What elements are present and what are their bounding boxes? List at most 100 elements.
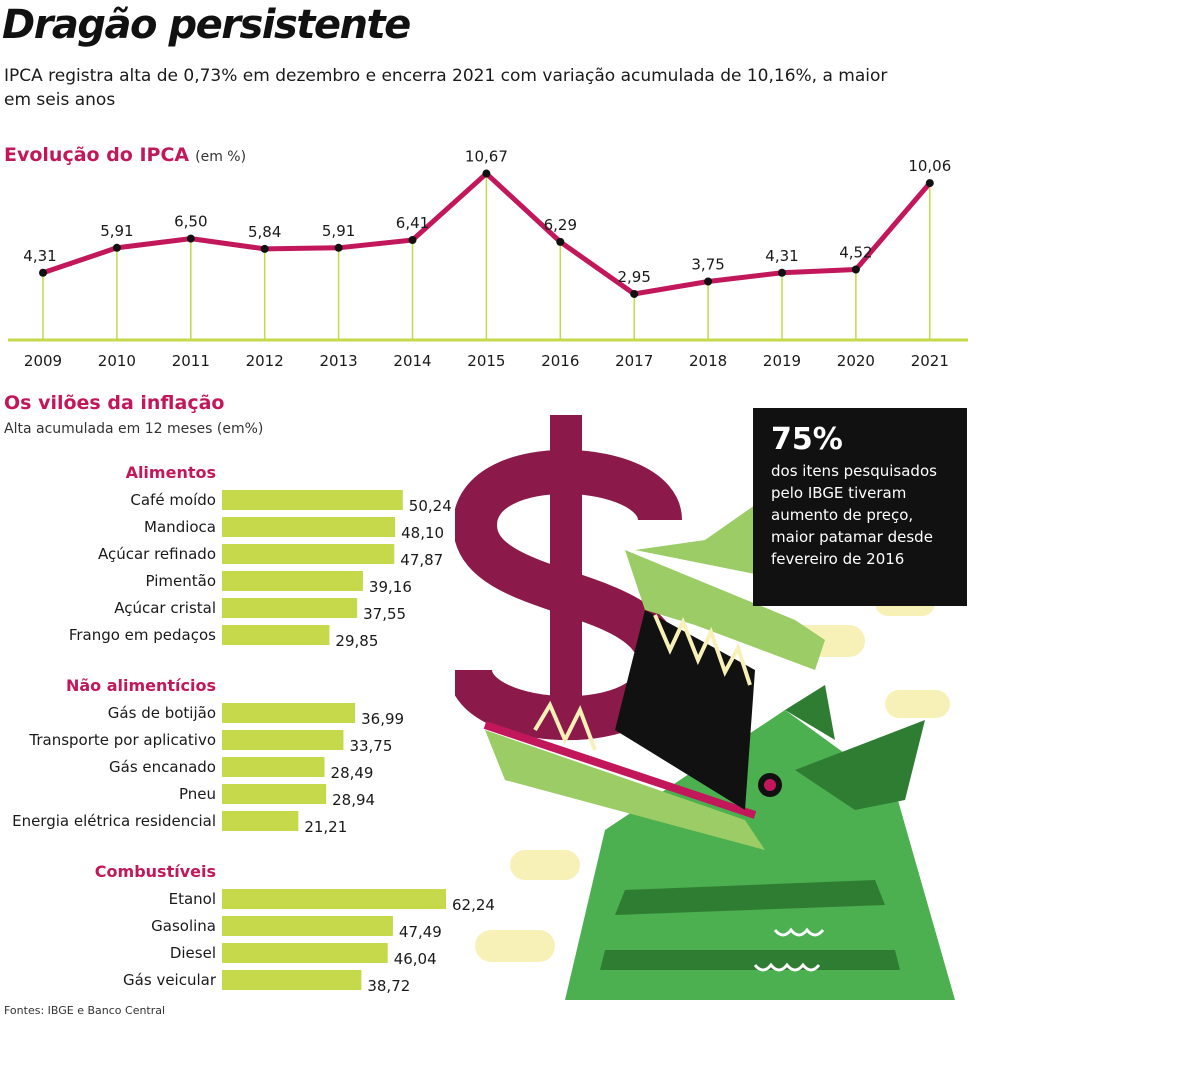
- data-label-2009: 4,31: [23, 247, 56, 265]
- bar-label-1-0: Gás de botijão: [108, 704, 216, 722]
- point-2020: [851, 265, 860, 274]
- bar-value-1-4: 21,21: [304, 818, 347, 836]
- ipca-line-chart: 4,31 2009 5,91 2010 6,50 2011 5,84 2012 5,91 2013…: [8, 148, 968, 370]
- x-tick-2014: 2014: [393, 352, 431, 370]
- x-tick-2019: 2019: [763, 352, 801, 370]
- villains-bar-chart: Alimentos Café moído 50,24 Mandioca 48,10 Açú…: [12, 463, 495, 995]
- bar-0-2: [222, 544, 395, 564]
- point-2017: [630, 289, 639, 298]
- bar-value-0-5: 29,85: [335, 632, 378, 650]
- bar-label-2-1: Gasolina: [151, 917, 216, 935]
- bar-value-0-3: 39,16: [369, 578, 412, 596]
- x-tick-2016: 2016: [541, 352, 579, 370]
- bar-value-2-2: 46,04: [394, 950, 437, 968]
- bar-value-0-0: 50,24: [409, 497, 452, 515]
- x-tick-2018: 2018: [689, 352, 727, 370]
- line-chart-title: Evolução do IPCA (em %): [4, 144, 246, 166]
- line-chart-title-text: Evolução do IPCA: [4, 144, 190, 166]
- point-2009: [39, 268, 47, 277]
- bar-0-3: [222, 571, 363, 591]
- bar-0-0: [222, 490, 403, 510]
- group-label-0: Alimentos: [126, 463, 216, 482]
- bar-label-0-4: Açúcar cristal: [114, 599, 216, 617]
- headline: Dragão persistente: [2, 2, 411, 48]
- bar-value-1-0: 36,99: [361, 710, 404, 728]
- point-2011: [186, 234, 195, 243]
- point-2013: [334, 243, 343, 252]
- line-chart-unit: (em %): [195, 149, 247, 165]
- bar-label-1-4: Energia elétrica residencial: [12, 812, 216, 830]
- x-tick-2012: 2012: [246, 352, 284, 370]
- bar-1-3: [222, 784, 327, 804]
- data-label-2014: 6,41: [396, 214, 429, 232]
- bar-2-3: [222, 970, 362, 990]
- x-tick-2017: 2017: [615, 352, 653, 370]
- bar-label-1-3: Pneu: [179, 785, 216, 803]
- bar-0-4: [222, 598, 358, 618]
- point-2012: [260, 244, 269, 253]
- bar-2-0: [222, 889, 446, 909]
- data-label-2021: 10,06: [908, 157, 951, 175]
- group-label-2: Combustíveis: [95, 862, 216, 881]
- bar-0-1: [222, 517, 396, 537]
- bar-1-0: [222, 703, 356, 723]
- point-2014: [408, 236, 417, 245]
- data-label-2016: 6,29: [544, 216, 577, 234]
- data-label-2010: 5,91: [100, 222, 133, 240]
- bar-label-2-2: Diesel: [170, 944, 216, 962]
- point-2010: [112, 243, 121, 252]
- bar-value-0-4: 37,55: [363, 605, 406, 623]
- point-2016: [556, 237, 565, 246]
- x-tick-2009: 2009: [24, 352, 62, 370]
- x-tick-2021: 2021: [911, 352, 949, 370]
- bar-label-2-0: Etanol: [169, 890, 216, 908]
- data-label-2017: 2,95: [617, 268, 650, 286]
- data-label-2019: 4,31: [765, 247, 798, 265]
- data-label-2012: 5,84: [248, 223, 281, 241]
- bar-label-0-2: Açúcar refinado: [98, 545, 216, 563]
- bar-chart-title: Os vilões da inflação: [4, 392, 225, 414]
- sources-note: Fontes: IBGE e Banco Central: [4, 1004, 166, 1017]
- bar-chart-subtitle: Alta acumulada em 12 meses (em%): [4, 421, 264, 437]
- callout-box: 75% dos itens pesquisados pelo IBGE tive…: [753, 408, 967, 606]
- bar-value-1-1: 33,75: [349, 737, 392, 755]
- subtitle: IPCA registra alta de 0,73% em dezembro …: [4, 66, 888, 110]
- x-tick-2020: 2020: [837, 352, 875, 370]
- point-2015: [482, 169, 491, 178]
- bar-2-2: [222, 943, 388, 963]
- bar-label-0-3: Pimentão: [146, 572, 216, 590]
- callout-text: dos itens pesquisados pelo IBGE tiveram …: [771, 462, 937, 568]
- bar-label-0-5: Frango em pedaços: [69, 626, 216, 644]
- bar-value-1-2: 28,49: [331, 764, 374, 782]
- data-label-2020: 4,52: [839, 243, 872, 261]
- bar-label-1-2: Gás encanado: [109, 758, 216, 776]
- bar-label-1-1: Transporte por aplicativo: [28, 731, 216, 749]
- bar-label-0-1: Mandioca: [144, 518, 216, 536]
- data-label-2015: 10,67: [465, 148, 508, 166]
- bar-value-0-1: 48,10: [401, 524, 444, 542]
- point-2021: [925, 179, 934, 188]
- callout-percent: 75%: [771, 422, 843, 457]
- bar-value-2-0: 62,24: [452, 896, 495, 914]
- x-tick-2013: 2013: [320, 352, 358, 370]
- bar-value-2-1: 47,49: [399, 923, 442, 941]
- bar-2-1: [222, 916, 393, 936]
- point-2019: [778, 268, 786, 277]
- bar-1-2: [222, 757, 325, 777]
- bar-value-2-3: 38,72: [367, 977, 410, 995]
- bar-value-0-2: 47,87: [400, 551, 443, 569]
- x-tick-2010: 2010: [98, 352, 136, 370]
- bar-label-2-3: Gás veicular: [123, 971, 217, 989]
- data-label-2018: 3,75: [691, 256, 724, 274]
- bar-value-1-3: 28,94: [332, 791, 375, 809]
- data-label-2013: 5,91: [322, 222, 355, 240]
- x-tick-2011: 2011: [172, 352, 210, 370]
- data-label-2011: 6,50: [174, 213, 207, 231]
- bar-label-0-0: Café moído: [130, 491, 216, 509]
- dollar-dragon-illustration: [455, 415, 955, 1000]
- group-label-1: Não alimentícios: [66, 676, 216, 695]
- bar-0-5: [222, 625, 330, 645]
- bar-1-1: [222, 730, 344, 750]
- x-tick-2015: 2015: [467, 352, 505, 370]
- point-2018: [704, 277, 713, 286]
